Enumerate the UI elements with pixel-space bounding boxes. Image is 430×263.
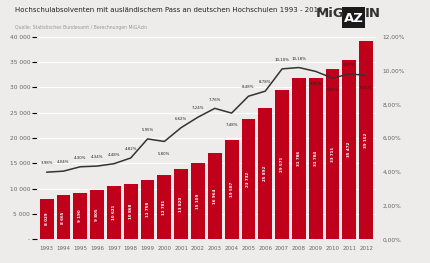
Bar — [191, 163, 205, 239]
Bar — [225, 140, 239, 239]
Bar — [124, 184, 138, 239]
Text: 9 805: 9 805 — [95, 208, 99, 221]
Text: 9 190: 9 190 — [78, 210, 82, 222]
Text: 4,48%: 4,48% — [108, 153, 120, 157]
Bar — [292, 78, 306, 239]
Bar — [40, 199, 53, 239]
Text: 9,55%: 9,55% — [326, 88, 339, 92]
Text: 31 784: 31 784 — [314, 151, 318, 166]
Text: Hochschulabsolventen mit ausländischem Pass an deutschen Hochschulen 1993 - 2012: Hochschulabsolventen mit ausländischem P… — [15, 7, 322, 13]
Text: AZ: AZ — [344, 12, 363, 25]
Text: 5,95%: 5,95% — [141, 128, 154, 132]
Text: 12 781: 12 781 — [163, 199, 166, 215]
Bar — [57, 195, 71, 239]
Bar — [275, 90, 289, 239]
Text: 10 868: 10 868 — [129, 204, 133, 219]
Bar — [309, 78, 322, 239]
Text: 5,80%: 5,80% — [158, 151, 171, 156]
Text: 9,95%: 9,95% — [310, 82, 322, 85]
Bar — [107, 186, 121, 239]
Text: 10,18%: 10,18% — [292, 57, 307, 61]
Bar — [208, 153, 222, 239]
Text: 8 029: 8 029 — [45, 213, 49, 225]
Text: 13 820: 13 820 — [179, 197, 183, 212]
Text: 10 621: 10 621 — [112, 205, 116, 220]
Text: MiG: MiG — [316, 7, 345, 19]
Text: 4,82%: 4,82% — [124, 147, 137, 151]
Text: 9,71%: 9,71% — [360, 85, 372, 90]
Text: 4,04%: 4,04% — [57, 160, 70, 164]
Text: 10,10%: 10,10% — [275, 58, 289, 62]
Text: 39 152: 39 152 — [364, 133, 368, 148]
Text: 4,30%: 4,30% — [74, 156, 86, 160]
Text: 25 892: 25 892 — [263, 166, 267, 181]
Bar — [74, 193, 87, 239]
Text: 6,62%: 6,62% — [175, 117, 187, 121]
Bar — [157, 175, 171, 239]
Text: 23 732: 23 732 — [246, 172, 250, 187]
Bar — [174, 169, 188, 239]
Text: 11 758: 11 758 — [145, 202, 150, 217]
Text: 15 109: 15 109 — [196, 193, 200, 209]
Bar — [326, 69, 339, 239]
Bar — [342, 60, 356, 239]
Text: 8,78%: 8,78% — [259, 80, 271, 84]
Text: 7,48%: 7,48% — [225, 123, 238, 127]
Bar — [141, 180, 154, 239]
Bar — [90, 190, 104, 239]
Text: 31 786: 31 786 — [297, 151, 301, 166]
Text: 7,24%: 7,24% — [192, 107, 204, 110]
Bar — [359, 41, 373, 239]
Text: 7,76%: 7,76% — [209, 98, 221, 102]
Text: 33 711: 33 711 — [331, 146, 335, 161]
Text: 3,98%: 3,98% — [40, 161, 53, 165]
Text: IN: IN — [365, 7, 381, 19]
Text: 8 665: 8 665 — [61, 211, 65, 224]
Text: 29 571: 29 571 — [280, 157, 284, 172]
Text: 9,81%: 9,81% — [343, 63, 356, 67]
Bar — [242, 119, 255, 239]
Text: 19 587: 19 587 — [230, 182, 233, 197]
Text: 35 472: 35 472 — [347, 142, 351, 157]
Bar — [258, 108, 272, 239]
Text: Quelle: Statistisches Bundesamt / Berechnungen MiGAzin: Quelle: Statistisches Bundesamt / Berech… — [15, 25, 147, 30]
Text: 16 964: 16 964 — [213, 189, 217, 204]
Text: 4,34%: 4,34% — [91, 155, 103, 159]
Text: 8,48%: 8,48% — [242, 85, 255, 89]
